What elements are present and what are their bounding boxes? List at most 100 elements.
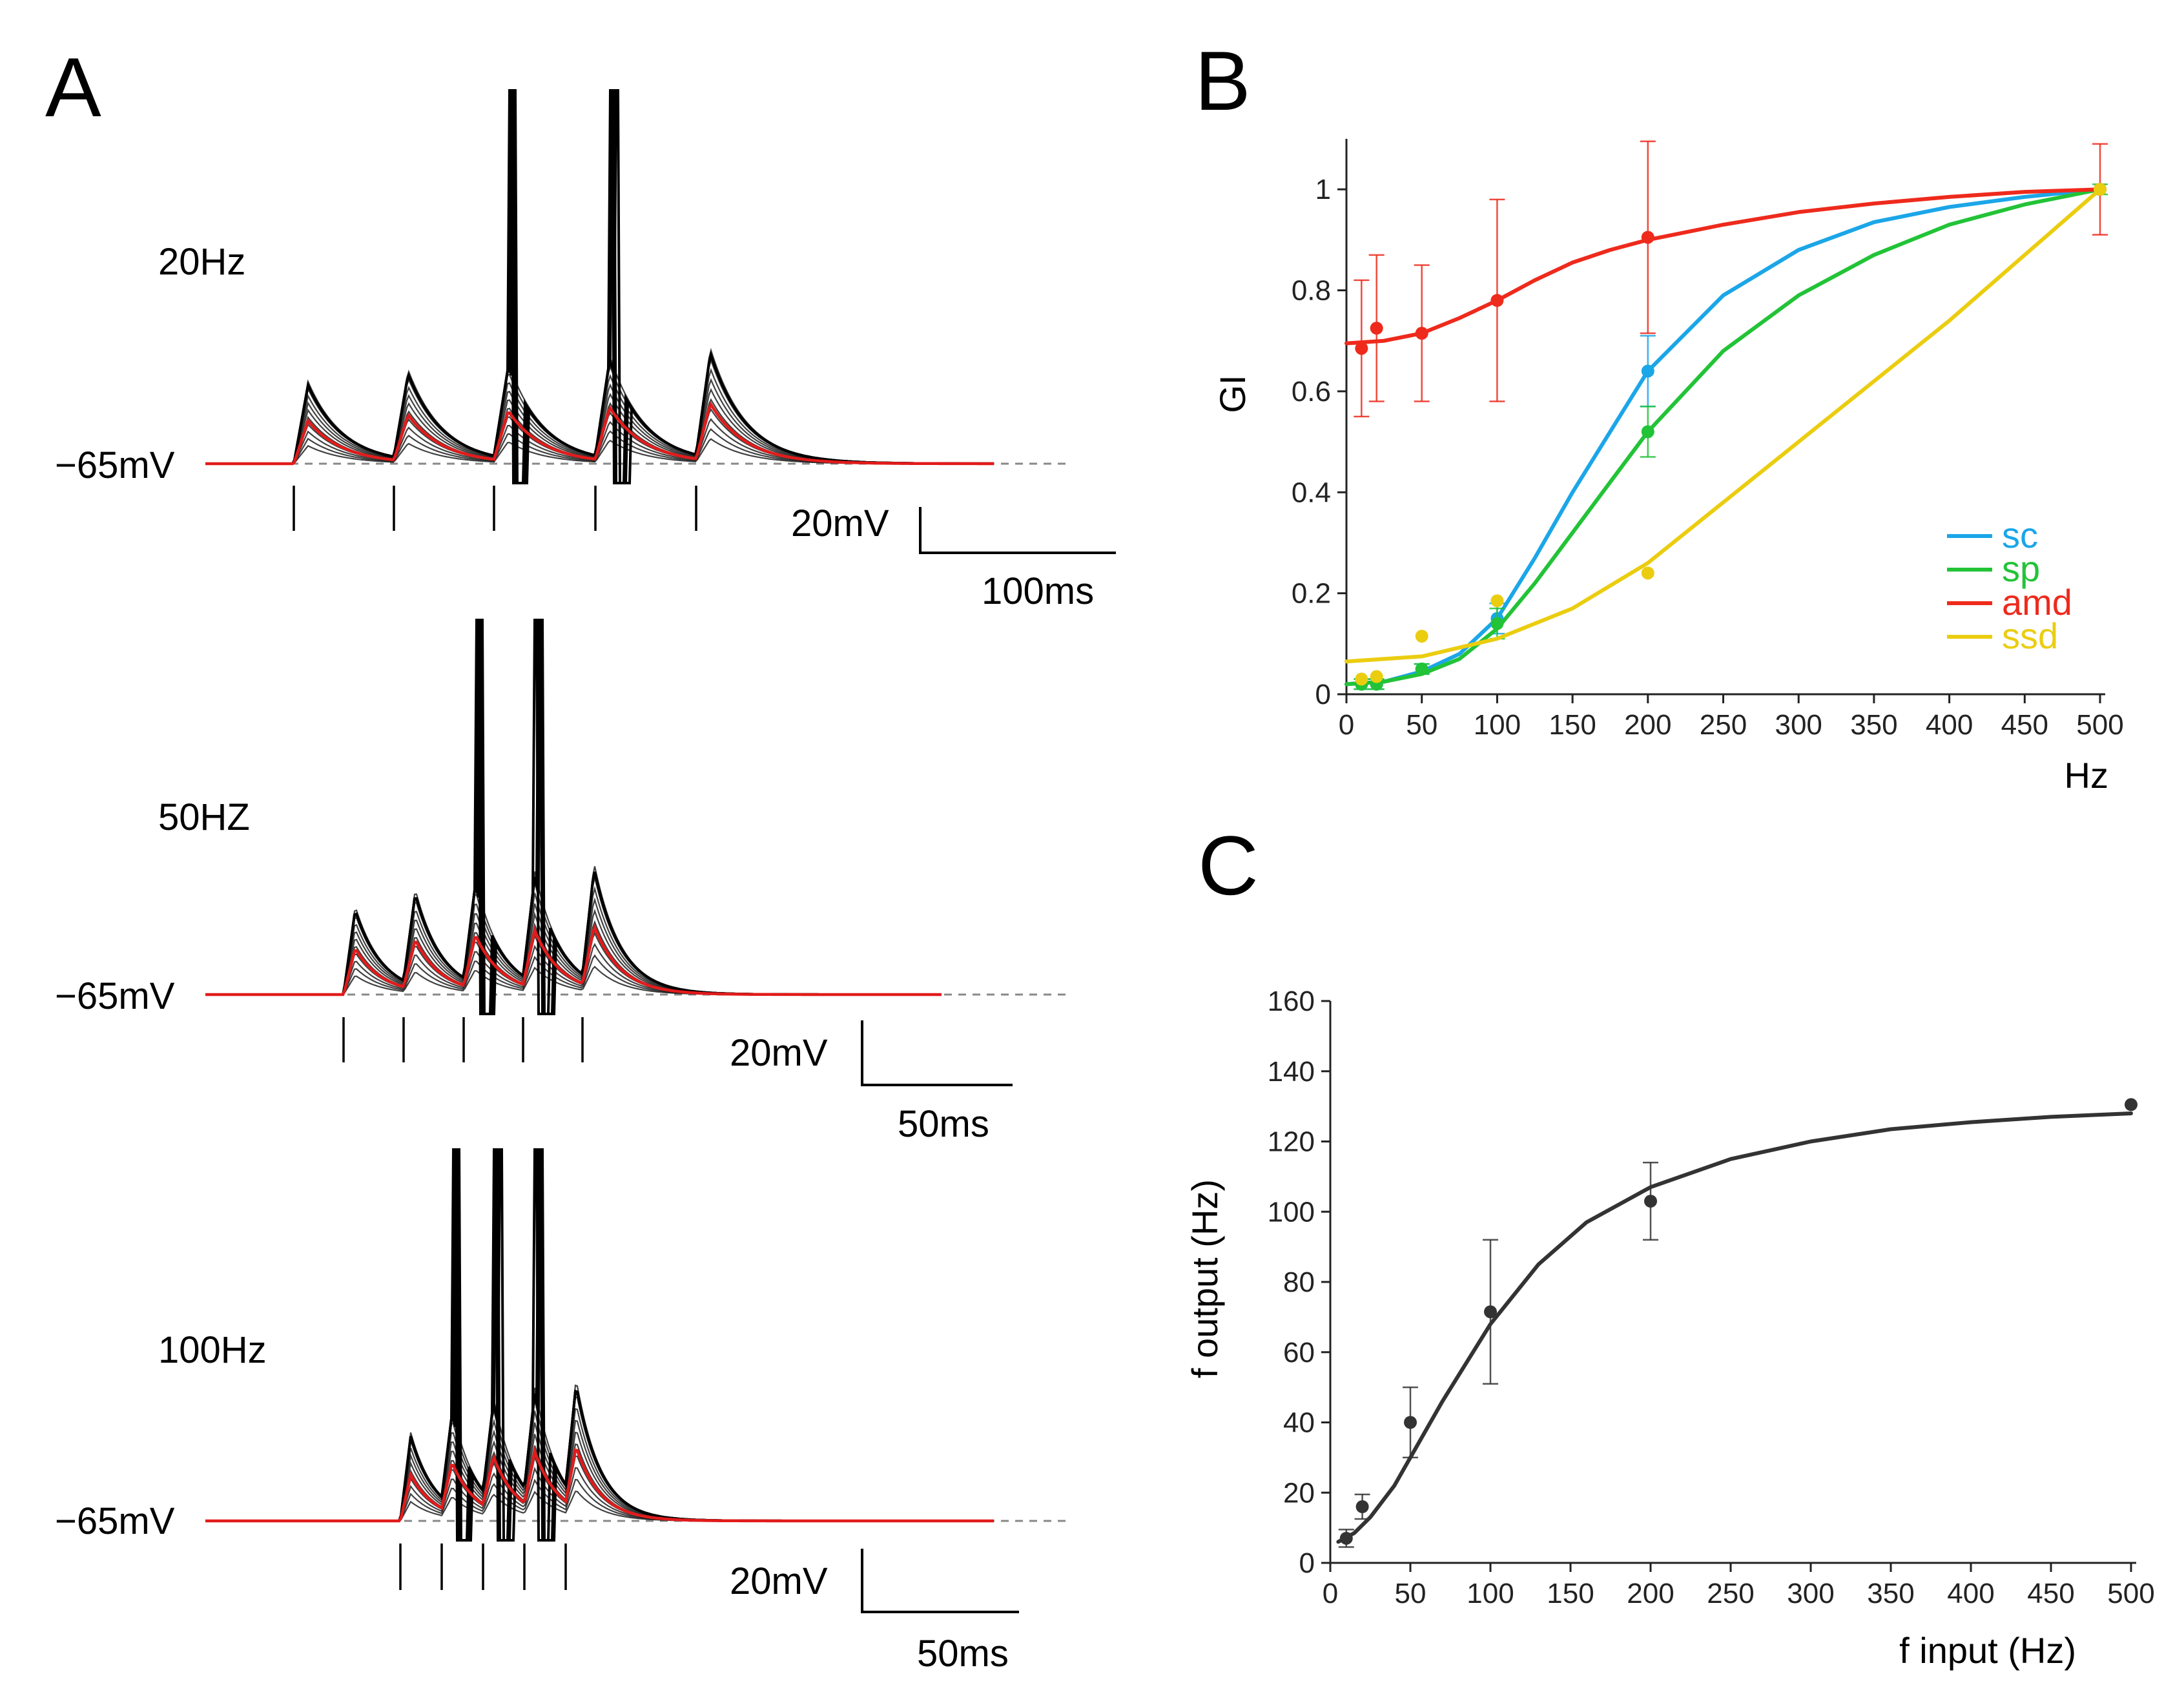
data-point	[1415, 327, 1428, 340]
baseline-label: −65mV	[55, 1500, 175, 1542]
legend-label: amd	[2002, 582, 2072, 623]
voltage-traces	[205, 619, 1066, 1062]
data-point	[1404, 1416, 1417, 1429]
legend-label: sp	[2002, 548, 2040, 589]
data-point	[1355, 342, 1368, 355]
chart-c: 0 50 100 150 200 250 300 350 400 450 500 0 20 40 60 80 1…	[1184, 986, 2155, 1671]
y-tick-label: 0	[1299, 1547, 1315, 1579]
x-tick-label: 150	[1549, 709, 1596, 741]
y-axis-label: GI	[1212, 375, 1253, 413]
x-tick-label: 300	[1787, 1578, 1834, 1609]
y-tick-label: 60	[1283, 1337, 1315, 1368]
spiking-trace	[205, 619, 942, 1015]
data-point	[1641, 231, 1654, 244]
rate-label: 20Hz	[158, 241, 245, 283]
legend-label: ssd	[2002, 615, 2058, 656]
x-tick-label: 150	[1547, 1578, 1594, 1609]
y-tick-label: 80	[1283, 1266, 1315, 1298]
panel-a-letter: A	[45, 40, 101, 134]
y-tick-label: 100	[1268, 1196, 1315, 1228]
rate-label: 50HZ	[158, 796, 250, 838]
x-tick-label: 500	[2107, 1578, 2154, 1609]
y-axis-label: f output (Hz)	[1184, 1179, 1225, 1378]
data-point	[1484, 1305, 1497, 1319]
trace-50hz: 50HZ −65mV 20mV 50ms	[55, 619, 1066, 1145]
fit-curve	[1344, 187, 2102, 687]
x-tick-label: 450	[2001, 709, 2048, 741]
panel-c-letter: C	[1198, 818, 1259, 913]
baseline-label: −65mV	[55, 975, 175, 1017]
voltage-scale-label: 20mV	[730, 1560, 828, 1602]
y-tick-label: 20	[1283, 1477, 1315, 1509]
y-tick-label: 0	[1315, 679, 1331, 710]
x-tick-label: 0	[1323, 1578, 1338, 1609]
x-tick-label: 250	[1707, 1578, 1754, 1609]
data-point	[1490, 617, 1504, 630]
mean-trace	[205, 401, 994, 466]
x-tick-label: 100	[1474, 709, 1521, 741]
trace-20hz: 20Hz −65mV 20mV 100ms	[55, 89, 1116, 612]
x-axis-label: Hz	[2065, 755, 2108, 796]
data-point	[1644, 1194, 1657, 1208]
x-tick-label: 350	[1867, 1578, 1914, 1609]
data-point	[1355, 672, 1368, 686]
x-tick-label: 350	[1850, 709, 1897, 741]
x-tick-label: 50	[1406, 709, 1437, 741]
series-sp	[1344, 183, 2108, 691]
series-f-output	[1336, 1098, 2138, 1548]
mean-trace	[205, 924, 942, 996]
y-tick-label: 0.2	[1292, 578, 1331, 610]
time-scale-label: 50ms	[898, 1103, 989, 1145]
data-point	[2094, 183, 2107, 196]
panel-b-letter: B	[1195, 34, 1251, 128]
y-tick-label: 40	[1283, 1407, 1315, 1439]
chart-b: 0 50 100 150 200 250 300 350 400 450 500 0 0.2 0.4 0.6…	[1212, 139, 2124, 796]
data-point	[1415, 662, 1428, 676]
fit-curve	[1336, 1111, 2133, 1544]
series-ssd	[1344, 183, 2107, 686]
y-tick-label: 120	[1268, 1126, 1315, 1158]
data-point	[1370, 670, 1383, 683]
data-point	[1490, 594, 1504, 608]
x-tick-label: 50	[1395, 1578, 1427, 1609]
fit-curve	[1344, 187, 2102, 664]
fit-curve	[1344, 187, 2102, 687]
data-point	[1641, 364, 1654, 378]
data-point	[1370, 322, 1383, 335]
data-point	[1641, 566, 1654, 580]
fit-curve	[1344, 187, 2102, 346]
y-tick-label: 0.6	[1292, 376, 1331, 408]
x-tick-label: 250	[1700, 709, 1747, 741]
data-point	[1641, 425, 1654, 439]
voltage-trace	[205, 1396, 994, 1522]
legend-label: sc	[2002, 515, 2038, 555]
data-point	[2125, 1098, 2138, 1111]
x-tick-label: 400	[1926, 709, 1973, 741]
time-scale-label: 100ms	[982, 570, 1094, 612]
voltage-trace	[205, 1384, 994, 1522]
mean-trace	[205, 1446, 994, 1523]
series-amd	[1344, 140, 2108, 418]
x-tick-label: 100	[1467, 1578, 1514, 1609]
x-tick-label: 500	[2076, 709, 2123, 741]
x-tick-label: 300	[1775, 709, 1822, 741]
series-sc	[1344, 183, 2107, 691]
x-tick-label: 400	[1947, 1578, 1994, 1609]
x-axis-label: f input (Hz)	[1899, 1630, 2076, 1671]
y-tick-label: 160	[1268, 986, 1315, 1017]
spiking-trace	[205, 619, 942, 1015]
data-point	[1339, 1531, 1353, 1545]
spiking-trace	[205, 619, 942, 1015]
data-point	[1490, 294, 1504, 307]
y-tick-label: 0.8	[1292, 275, 1331, 307]
voltage-scale-label: 20mV	[730, 1032, 828, 1074]
voltage-trace	[205, 909, 942, 996]
data-point	[1415, 630, 1428, 643]
voltage-scale-label: 20mV	[791, 502, 889, 544]
y-tick-label: 0.4	[1292, 477, 1331, 508]
baseline-label: −65mV	[55, 444, 175, 486]
voltage-traces	[205, 89, 1066, 531]
time-scale-label: 50ms	[917, 1633, 1009, 1675]
x-tick-label: 200	[1624, 709, 1671, 741]
